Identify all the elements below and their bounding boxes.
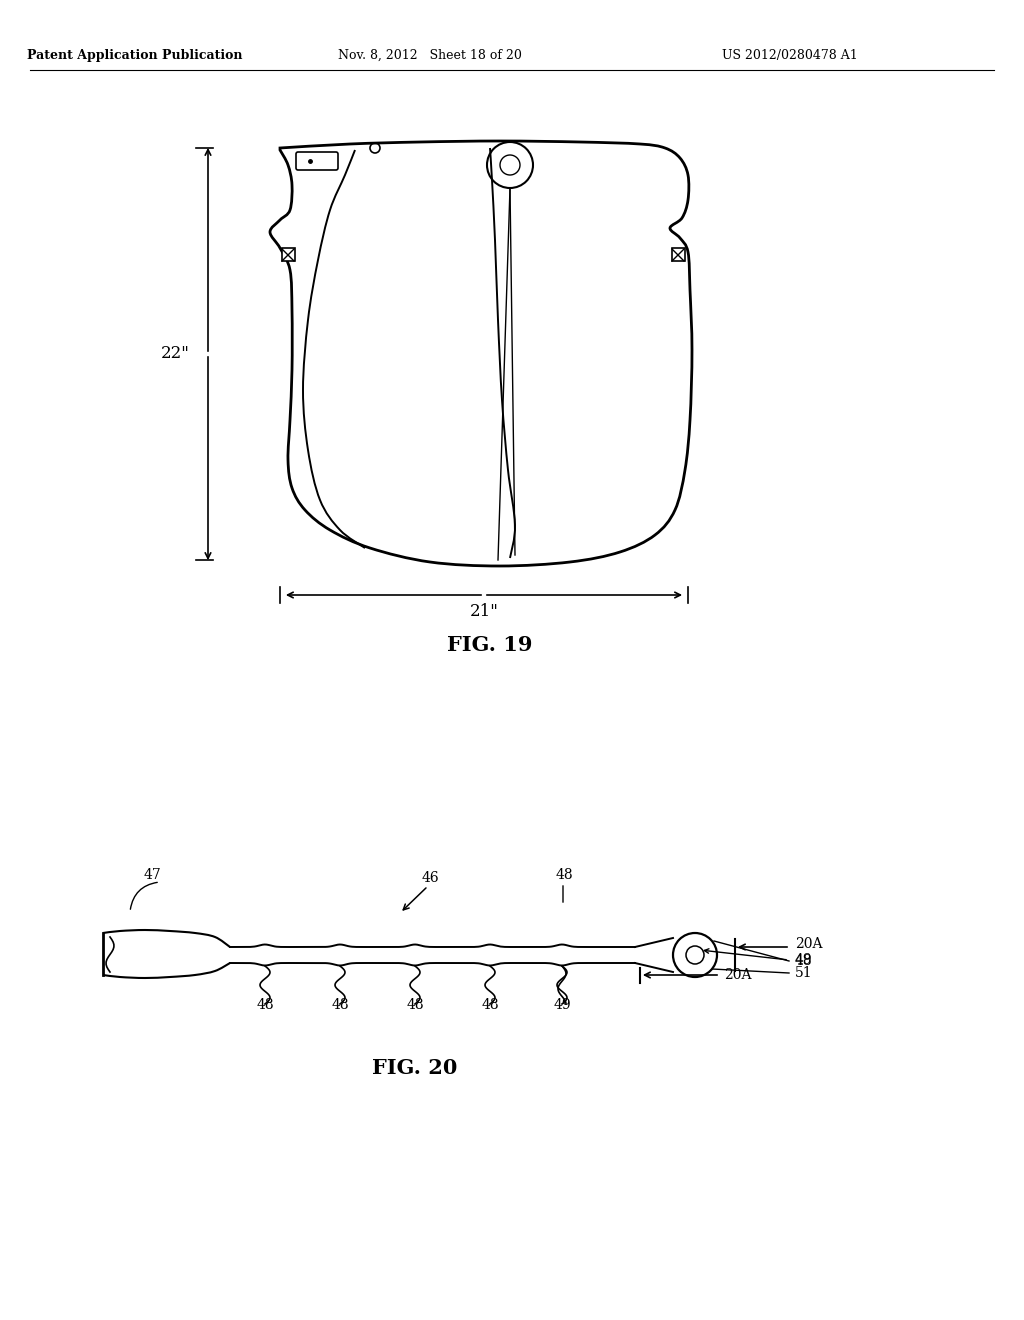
Text: 48: 48 bbox=[256, 998, 273, 1012]
Text: 22": 22" bbox=[161, 346, 190, 363]
Text: 20A: 20A bbox=[795, 937, 822, 950]
Text: US 2012/0280478 A1: US 2012/0280478 A1 bbox=[722, 49, 858, 62]
Text: 21": 21" bbox=[470, 602, 499, 619]
Text: 51: 51 bbox=[795, 966, 813, 979]
Text: 49: 49 bbox=[553, 998, 570, 1012]
Text: 48: 48 bbox=[481, 998, 499, 1012]
Bar bbox=[282, 248, 295, 261]
Text: 48: 48 bbox=[407, 998, 424, 1012]
Text: 46: 46 bbox=[421, 871, 439, 884]
Text: 49: 49 bbox=[795, 953, 813, 968]
Text: Patent Application Publication: Patent Application Publication bbox=[28, 49, 243, 62]
Bar bbox=[672, 248, 685, 261]
Text: 48: 48 bbox=[331, 998, 349, 1012]
Text: 20A: 20A bbox=[724, 968, 752, 982]
Text: FIG. 20: FIG. 20 bbox=[373, 1059, 458, 1078]
PathPatch shape bbox=[270, 141, 692, 566]
Text: 48: 48 bbox=[795, 954, 813, 968]
Text: 48: 48 bbox=[555, 869, 572, 882]
Text: 47: 47 bbox=[143, 869, 161, 882]
Text: FIG. 19: FIG. 19 bbox=[447, 635, 532, 655]
FancyBboxPatch shape bbox=[296, 152, 338, 170]
Text: Nov. 8, 2012   Sheet 18 of 20: Nov. 8, 2012 Sheet 18 of 20 bbox=[338, 49, 522, 62]
